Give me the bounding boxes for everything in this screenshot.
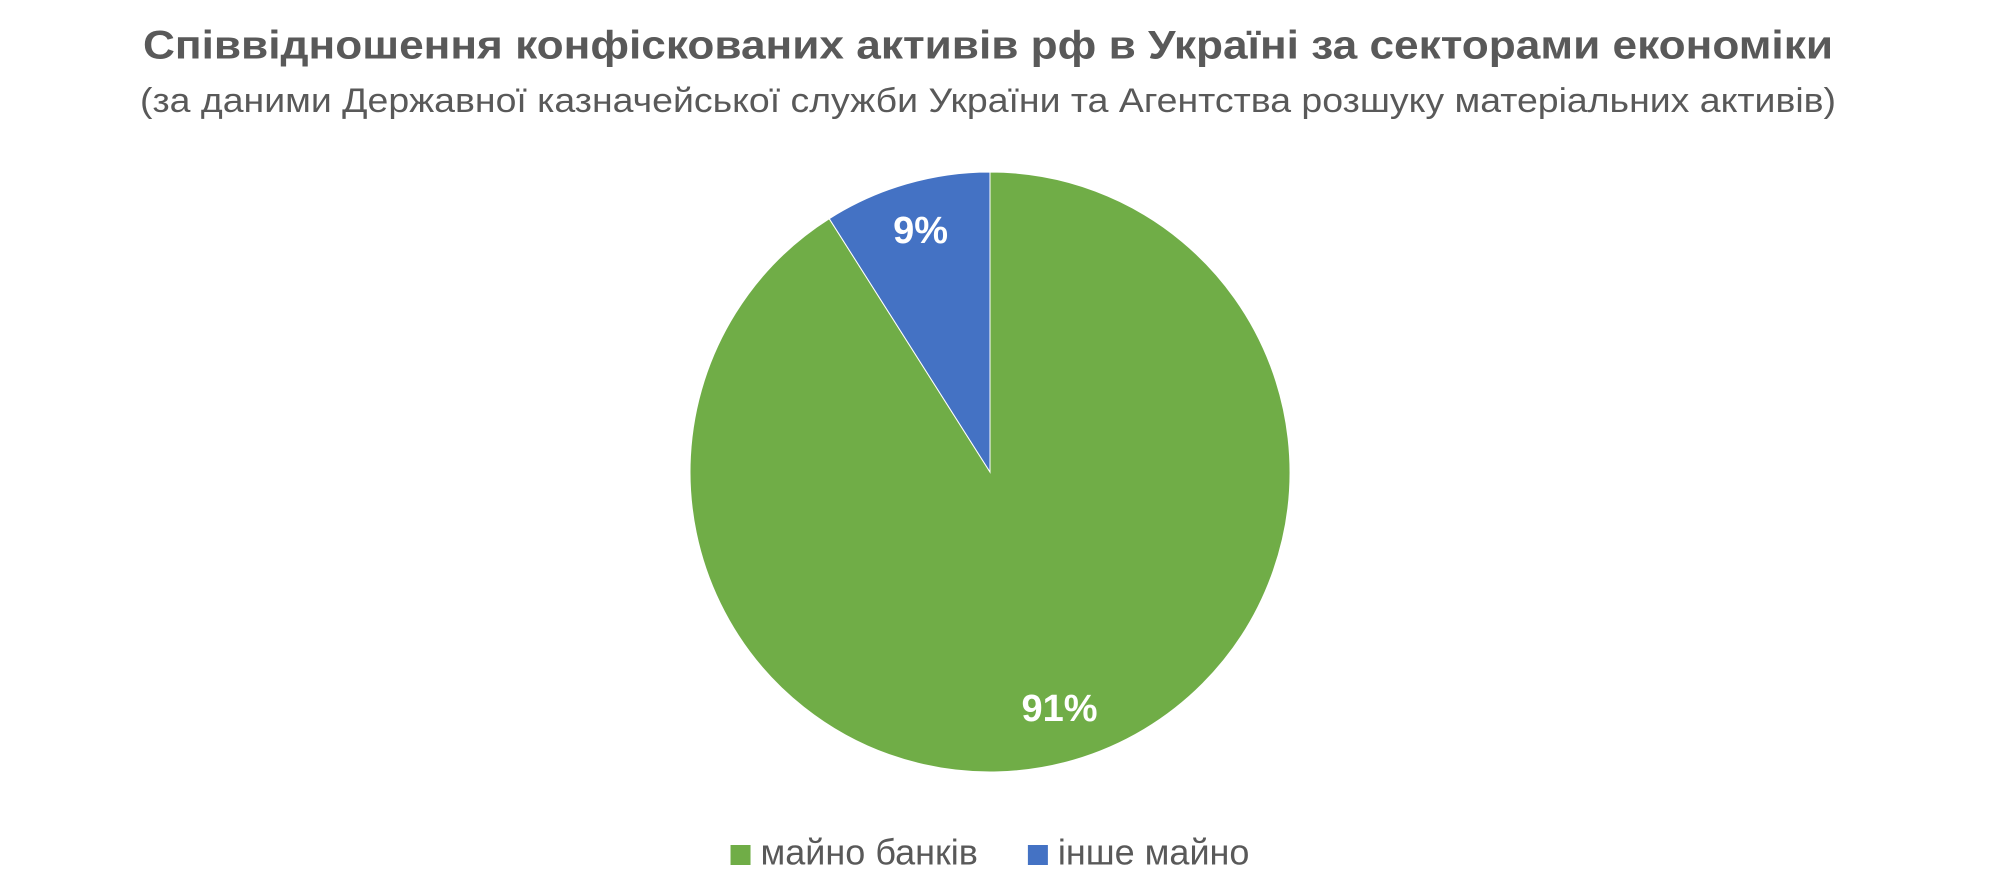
- pie-slice: [828, 171, 991, 474]
- chart-title: Співвідношення конфіскованих активів рф …: [143, 24, 1833, 68]
- legend-label: майно банків: [761, 832, 978, 873]
- data-label: 9%: [893, 210, 948, 252]
- pie-slice: [689, 171, 1291, 773]
- legend-label: інше майно: [1058, 832, 1250, 873]
- legend-swatch: [730, 845, 751, 865]
- chart-subtitle: (за даними Державної казначейської служб…: [140, 82, 1836, 120]
- legend-swatch: [1027, 845, 1048, 865]
- data-label: 91%: [1021, 688, 1097, 730]
